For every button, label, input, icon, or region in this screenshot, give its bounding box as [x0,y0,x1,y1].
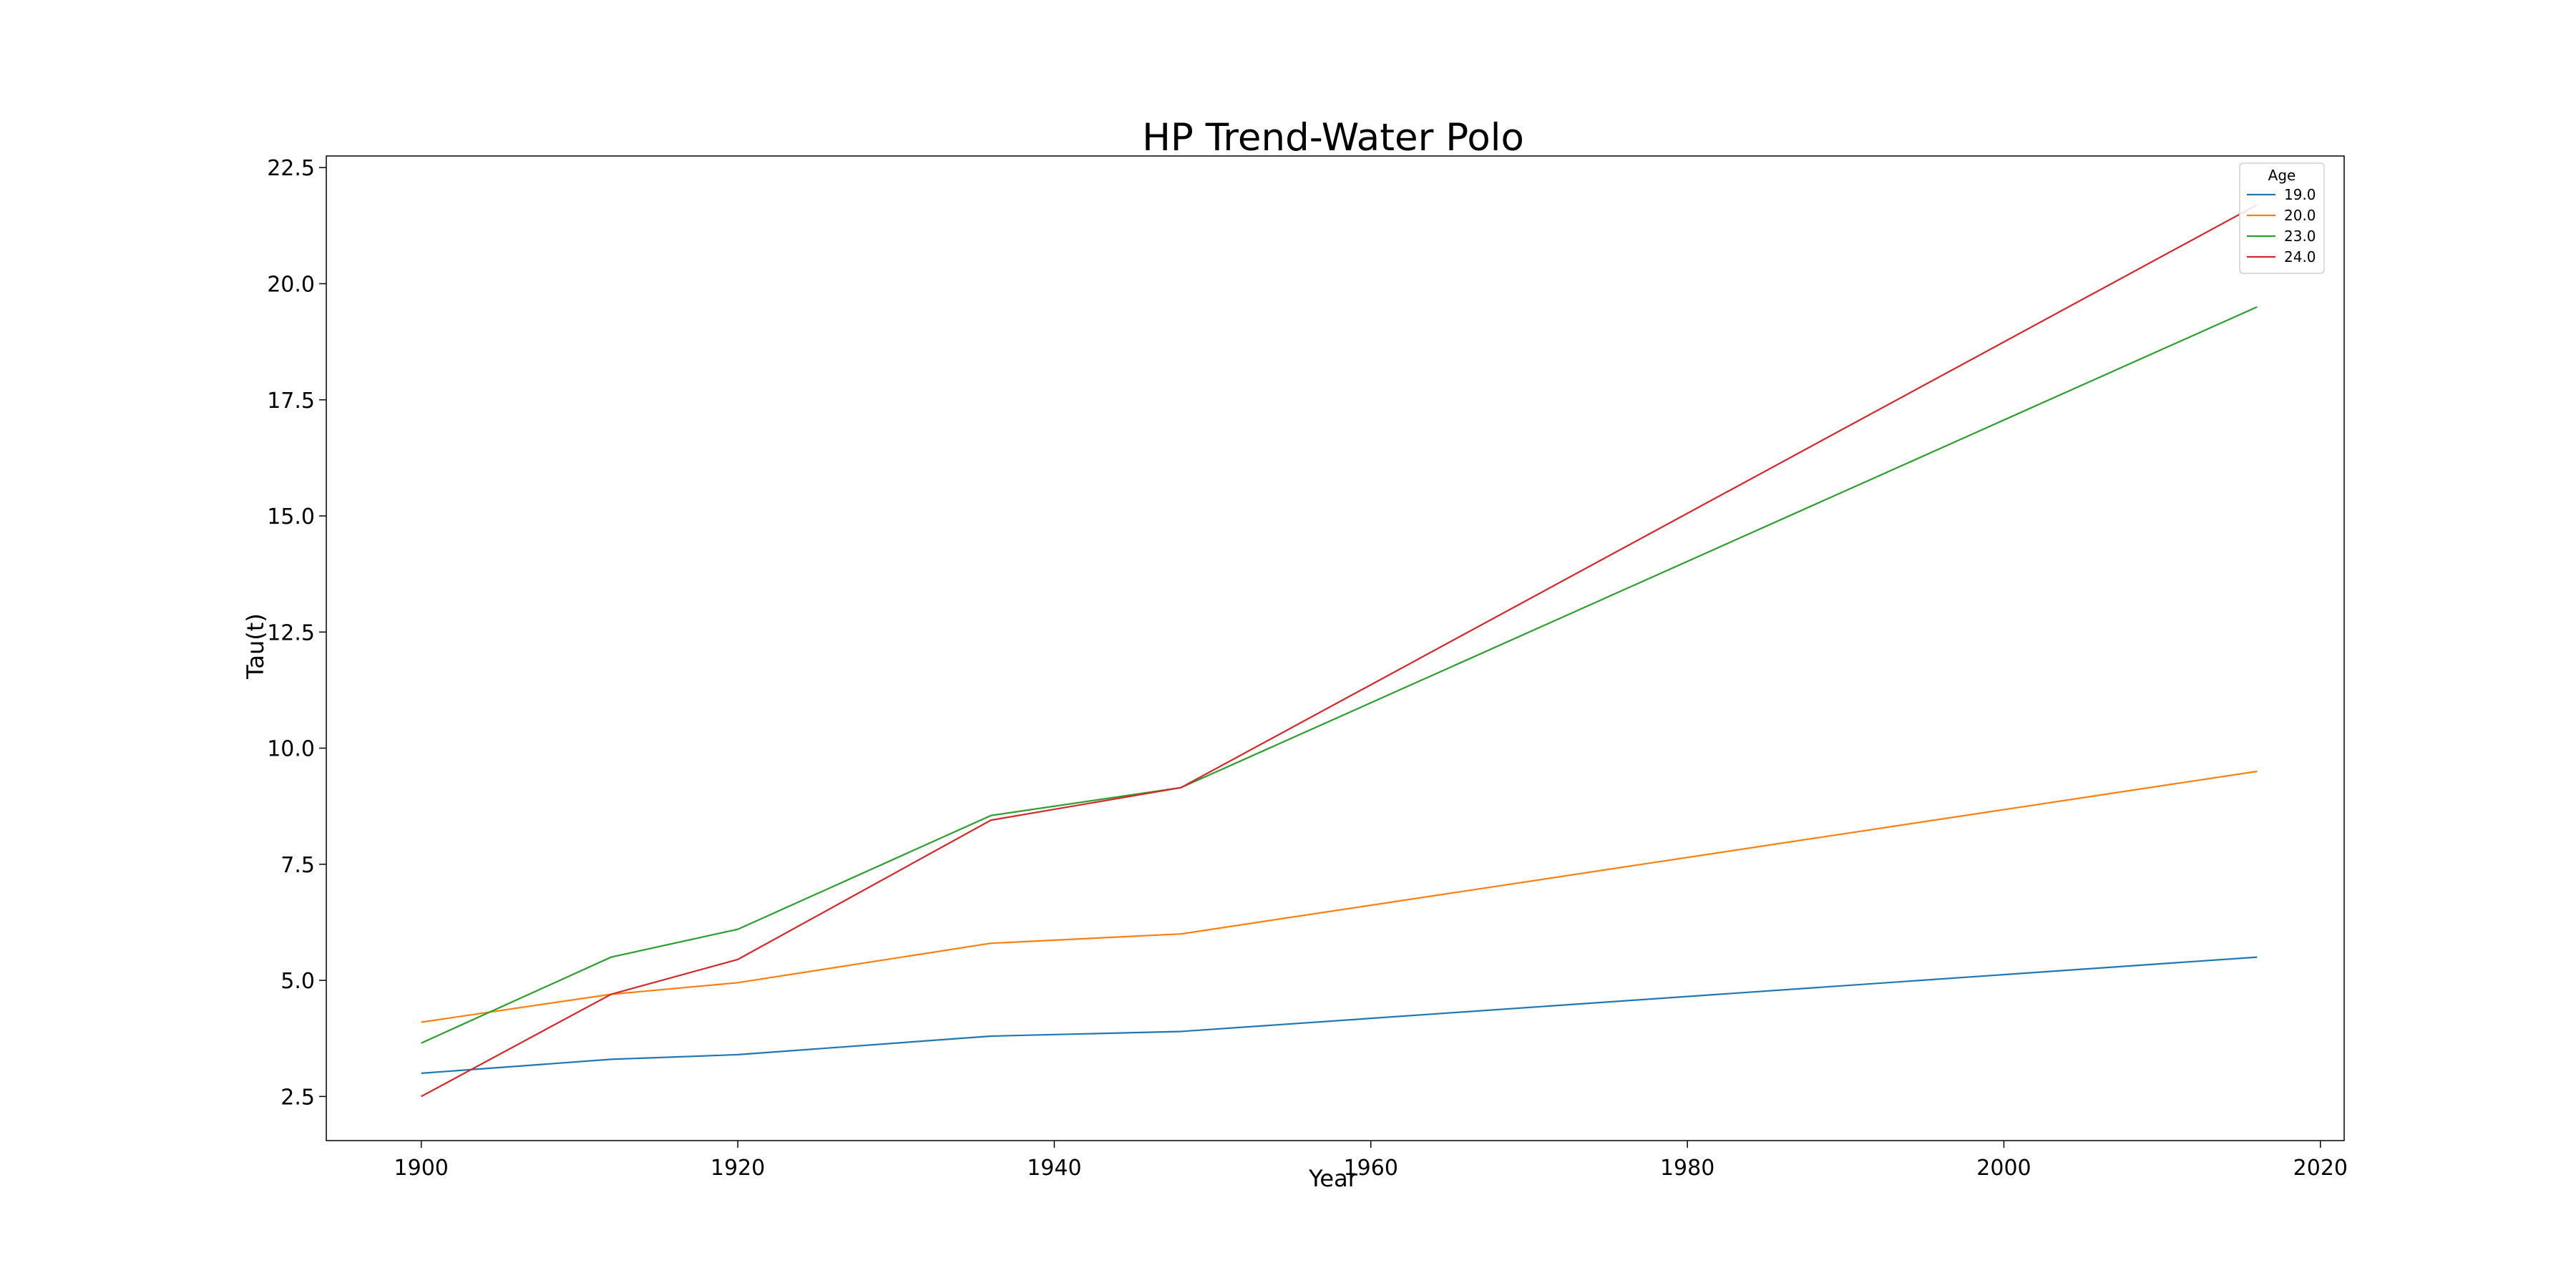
x-tick-label: 1940 [1027,1156,1081,1181]
y-tick-label: 20.0 [267,272,315,297]
x-axis-label: Year [1308,1165,1358,1192]
legend-title: Age [2268,167,2296,184]
series-line-23.0 [421,306,2258,1044]
x-tick-label: 1920 [711,1156,765,1181]
legend-box [2239,162,2325,274]
series-line-20.0 [421,770,2258,1023]
x-tick-label: 1960 [1344,1156,1398,1181]
x-axis: 1900 1920 1940 1960 1980 2000 2020 [394,1141,2348,1181]
y-tick-label: 2.5 [280,1085,315,1110]
x-tick-label: 2000 [1976,1156,2031,1181]
legend-entry-label: 20.0 [2284,207,2316,224]
series-line-24.0 [421,204,2258,1098]
y-axis: 2.5 5.0 7.5 10.0 12.5 15.0 17.5 20.0 22.5 [267,156,326,1110]
chart-title: HP Trend-Water Polo [1142,116,1524,160]
y-tick-label: 22.5 [267,156,315,181]
series-line-19.0 [421,956,2258,1074]
y-tick-label: 15.0 [267,504,315,530]
series-lines [421,204,2258,1098]
y-tick-label: 10.0 [267,737,315,762]
plot-frame [326,155,2345,1141]
y-tick-label: 5.0 [280,969,315,994]
y-tick-label: 12.5 [267,620,315,645]
x-tick-label: 1900 [394,1156,449,1181]
legend-entry-label: 23.0 [2284,228,2316,245]
legend-entry-label: 19.0 [2284,186,2316,203]
legend-entry-label: 24.0 [2284,248,2316,265]
x-tick-label: 1980 [1660,1156,1714,1181]
y-tick-label: 7.5 [280,853,315,878]
x-tick-label: 2020 [2293,1156,2348,1181]
y-tick-label: 17.5 [267,389,315,414]
y-axis-label: Tau(t) [242,613,269,680]
legend: Age 19.0 20.0 23.0 24.0 [2239,162,2325,274]
